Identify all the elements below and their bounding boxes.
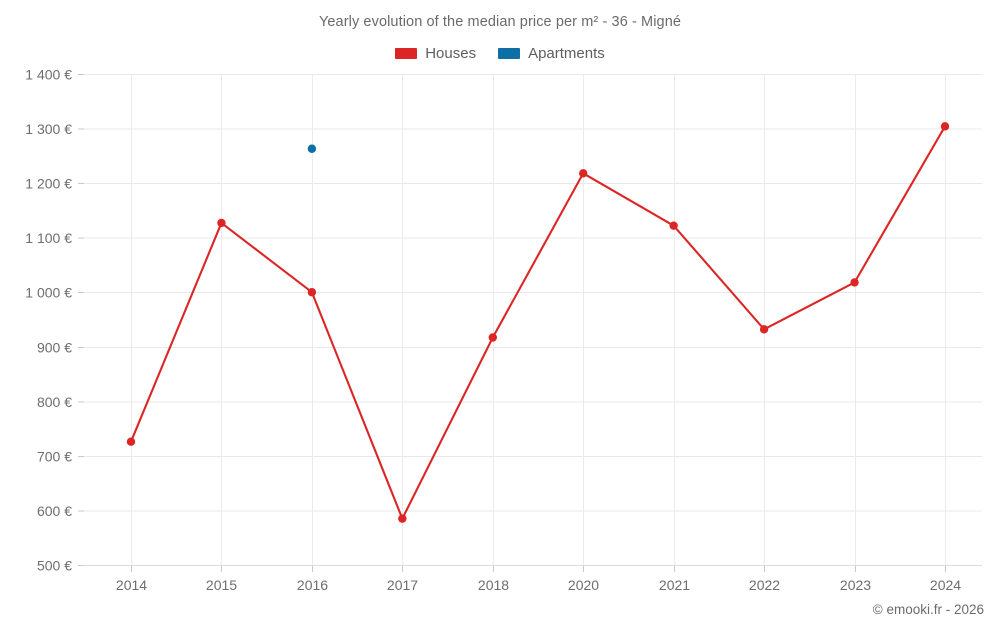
data-point-houses-2017[interactable] xyxy=(398,514,407,523)
x-axis-tick-label: 2018 xyxy=(478,577,509,593)
x-axis-tick-label: 2021 xyxy=(659,577,690,593)
data-point-houses-2022[interactable] xyxy=(759,325,769,334)
legend-item-apartments[interactable]: Apartments xyxy=(498,45,605,62)
chart-legend: Houses Apartments xyxy=(0,45,1000,62)
vertical-gridlines-group xyxy=(131,74,946,565)
legend-label-apartments: Apartments xyxy=(528,45,605,62)
data-points-group xyxy=(126,122,950,523)
x-axis-tick-labels-group: 2014 2015 2016 2017 2018 2020 2021 2022 2023 2024 xyxy=(116,577,961,593)
y-axis-tick-label: 900 € xyxy=(37,339,72,355)
y-axis-tick-label: 1 000 € xyxy=(25,285,72,301)
data-point-houses-2016[interactable] xyxy=(307,288,317,297)
legend-swatch-apartments xyxy=(498,48,521,59)
x-axis-tick-label: 2015 xyxy=(206,577,237,593)
y-axis-tick-label: 1 400 € xyxy=(25,67,72,83)
data-point-houses-2015[interactable] xyxy=(217,218,226,228)
y-axis-tick-label: 1 100 € xyxy=(25,230,72,246)
data-point-houses-2021[interactable] xyxy=(669,221,678,230)
axis-group xyxy=(78,74,982,572)
x-axis-tick-label: 2024 xyxy=(930,577,961,593)
y-axis-tick-label: 700 € xyxy=(37,448,72,464)
y-axis-tick-label: 500 € xyxy=(37,558,72,574)
x-axis-tick-label: 2023 xyxy=(840,577,871,593)
x-axis-tick-label: 2020 xyxy=(568,577,599,593)
data-point-apartments-2016[interactable] xyxy=(307,144,317,153)
series-line-houses xyxy=(129,125,947,520)
y-axis-tick-label: 1 300 € xyxy=(25,121,72,137)
x-axis-tick-label: 2014 xyxy=(116,577,147,593)
footer-credit: © emooki.fr - 2026 xyxy=(872,602,984,617)
legend-label-houses: Houses xyxy=(425,45,477,62)
y-axis-tick-labels-group: 1 400 € 1 300 € 1 200 € 1 100 € 1 000 € 900 €… xyxy=(25,67,72,574)
data-point-houses-2014[interactable] xyxy=(126,437,136,446)
y-axis-tick-label: 1 200 € xyxy=(25,176,72,192)
legend-item-houses[interactable]: Houses xyxy=(395,45,476,62)
gridlines-group xyxy=(84,74,982,566)
x-axis-tick-label: 2022 xyxy=(749,577,780,593)
y-axis-tick-label: 800 € xyxy=(37,394,72,410)
y-axis-tick-label: 600 € xyxy=(37,503,72,519)
data-point-houses-2024[interactable] xyxy=(940,122,950,131)
x-axis-tick-label: 2017 xyxy=(387,577,418,593)
page-title: Yearly evolution of the median price per… xyxy=(318,14,682,30)
data-point-houses-2020[interactable] xyxy=(579,169,588,178)
data-point-houses-2018[interactable] xyxy=(488,333,497,342)
data-point-houses-2023[interactable] xyxy=(850,278,859,287)
data-series-group xyxy=(129,125,947,520)
x-axis-tick-label: 2016 xyxy=(297,577,328,593)
legend-swatch-houses xyxy=(395,48,418,59)
